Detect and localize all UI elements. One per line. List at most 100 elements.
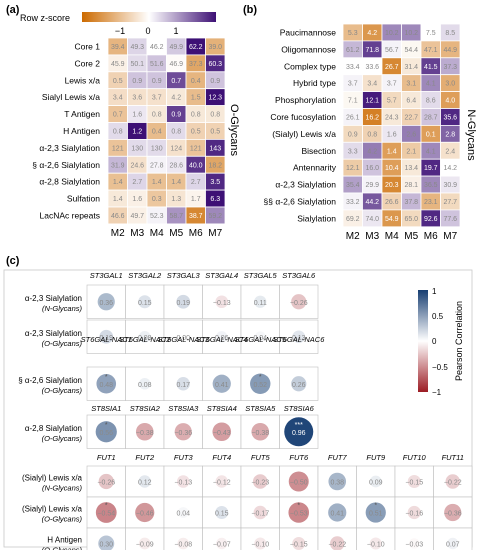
corr-value: 0.26: [292, 382, 306, 389]
corr-circle: [176, 294, 191, 309]
corr-circle: [328, 472, 347, 491]
corr-circle: [253, 505, 267, 520]
cell-value: 1.4: [171, 179, 181, 186]
gene-label: ST8SIA4: [207, 404, 237, 413]
cell-value: 29.9: [365, 182, 379, 189]
cell-value: 121: [112, 145, 124, 152]
corr-circle: [178, 331, 189, 342]
corr-row-label: α-2,8 Sialylation: [25, 424, 82, 433]
cell-value: 65.0: [404, 216, 418, 223]
corr-value: 0.12: [138, 480, 152, 487]
cell-value: 12.1: [365, 98, 379, 105]
corr-value: −0.23: [251, 480, 269, 487]
cell-value: 77.6: [443, 216, 457, 223]
corr-value: −0.22: [328, 542, 346, 549]
cell-value: 58.7: [169, 213, 183, 220]
cell-value: 56.7: [385, 47, 399, 54]
cell-value: 27.8: [150, 162, 164, 169]
column-label: M2: [111, 228, 125, 239]
row-label: § α-2,6 Sialylation: [32, 160, 100, 170]
cell-value: 47.1: [424, 47, 438, 54]
cell-value: 16.0: [365, 165, 379, 172]
n-glycans-side-label: N-Glycans: [465, 109, 477, 161]
corr-circle: [447, 537, 459, 550]
cell-value: 18.2: [208, 162, 222, 169]
cell-value: 24.6: [130, 162, 144, 169]
corr-value: −0.13: [213, 300, 231, 307]
corr-row-sublabel: (N-Glycans): [42, 304, 83, 313]
cell-value: 46.2: [150, 44, 164, 51]
row-label: LacNAc repeats: [40, 210, 100, 220]
row-label: Phosphorylation: [275, 95, 336, 105]
corr-value: 0.56: [99, 430, 113, 437]
cell-value: 5.3: [348, 30, 358, 37]
corr-value: −0.54: [97, 511, 115, 518]
cell-value: 2.4: [445, 148, 455, 155]
heatmap-cell: [205, 206, 226, 225]
corr-row-sublabel: (N-Glycans): [42, 484, 83, 493]
cell-value: 46.9: [169, 61, 183, 68]
corr-value: 0.36: [99, 300, 113, 307]
o-glycans-side-label: O-Glycans: [228, 104, 240, 156]
corr-value: 0.15: [138, 300, 152, 307]
cell-value: 33.2: [346, 199, 360, 206]
corr-circle: [135, 422, 154, 441]
corr-circle: [254, 537, 267, 550]
cell-value: 40.0: [189, 162, 203, 169]
gene-label: FUT7: [328, 453, 348, 462]
cell-value: 2.6: [406, 131, 416, 138]
cell-value: 39.4: [111, 44, 125, 51]
cell-value: 59.2: [208, 213, 222, 220]
corr-circle: [252, 474, 268, 489]
row-label: Bisection: [302, 146, 337, 156]
cell-value: 1.7: [191, 196, 201, 203]
cell-value: 3.7: [387, 81, 397, 88]
cell-value: 4.2: [171, 95, 181, 102]
corr-circle: [212, 374, 231, 393]
row-label: (Sialyl) Lewis x/a: [272, 129, 336, 139]
cell-value: 49.9: [169, 44, 183, 51]
cell-value: 4.0: [445, 98, 455, 105]
corr-circle: [292, 330, 306, 344]
zscore-legend-tick: 1: [173, 26, 178, 36]
corr-value: 0.51: [369, 511, 383, 518]
cell-value: 1.6: [132, 112, 142, 119]
cell-value: 31.9: [111, 162, 125, 169]
column-label: M7: [208, 228, 222, 239]
corr-row-label: α-2,3 Sialylation: [25, 329, 82, 338]
correlation-grid: ST3GAL1 ST3GAL2 ST3GAL3 ST3GAL4 ST3GAL5 ST3GA…: [18, 271, 473, 550]
cell-value: 71.8: [365, 47, 379, 54]
cell-value: 4.2: [367, 148, 377, 155]
gene-label: FUT10: [403, 453, 427, 462]
cell-value: 13.4: [404, 165, 418, 172]
column-label: M6: [424, 231, 438, 242]
cell-value: 0.8: [210, 112, 220, 119]
gene-label: ST3GAL3: [167, 271, 201, 280]
cell-value: 124: [170, 145, 182, 152]
cell-value: 4.2: [367, 30, 377, 37]
corr-circle: [254, 331, 266, 343]
cell-value: 12.3: [208, 95, 222, 102]
cell-value: 10.4: [385, 165, 399, 172]
corr-value: 0.04: [176, 511, 190, 518]
cell-value: 3.6: [132, 95, 142, 102]
corr-value: 0.15: [215, 511, 229, 518]
corr-circle: [138, 330, 151, 343]
cell-value: 54.4: [404, 47, 418, 54]
cell-value: 1.4: [113, 179, 123, 186]
cell-value: 1.4: [387, 148, 397, 155]
corr-row-sublabel: (O-Glycans): [42, 339, 83, 348]
significance-stars: *: [374, 503, 377, 510]
cell-value: 130: [151, 145, 163, 152]
corr-row-sublabel: (O-Glycans): [42, 434, 83, 443]
cell-value: 74.0: [365, 216, 379, 223]
cell-value: 3.7: [152, 95, 162, 102]
corr-value: −0.36: [444, 511, 462, 518]
cell-value: 44.9: [443, 47, 457, 54]
cell-value: 0.5: [191, 128, 201, 135]
cell-value: 3.3: [348, 148, 358, 155]
corr-row-sublabel: (O-Glycans): [42, 546, 83, 550]
cell-value: 121: [190, 145, 202, 152]
gene-label: ST3GAL1: [90, 271, 123, 280]
cell-value: 36.5: [424, 182, 438, 189]
